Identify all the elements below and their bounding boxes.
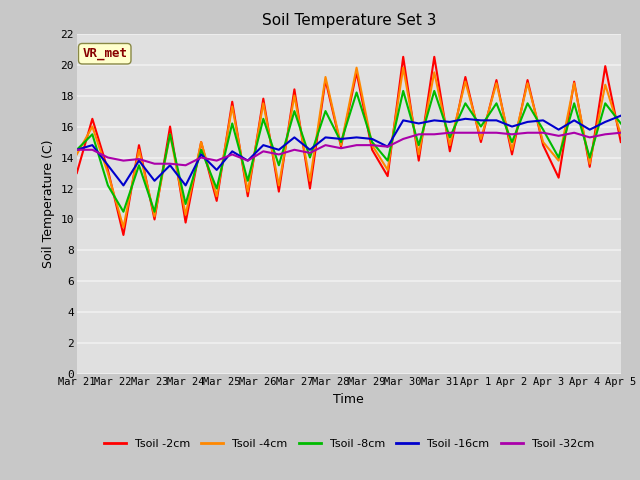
Legend: Tsoil -2cm, Tsoil -4cm, Tsoil -8cm, Tsoil -16cm, Tsoil -32cm: Tsoil -2cm, Tsoil -4cm, Tsoil -8cm, Tsoi… bbox=[99, 434, 598, 454]
X-axis label: Time: Time bbox=[333, 393, 364, 406]
Y-axis label: Soil Temperature (C): Soil Temperature (C) bbox=[42, 140, 55, 268]
Title: Soil Temperature Set 3: Soil Temperature Set 3 bbox=[262, 13, 436, 28]
Text: VR_met: VR_met bbox=[82, 47, 127, 60]
